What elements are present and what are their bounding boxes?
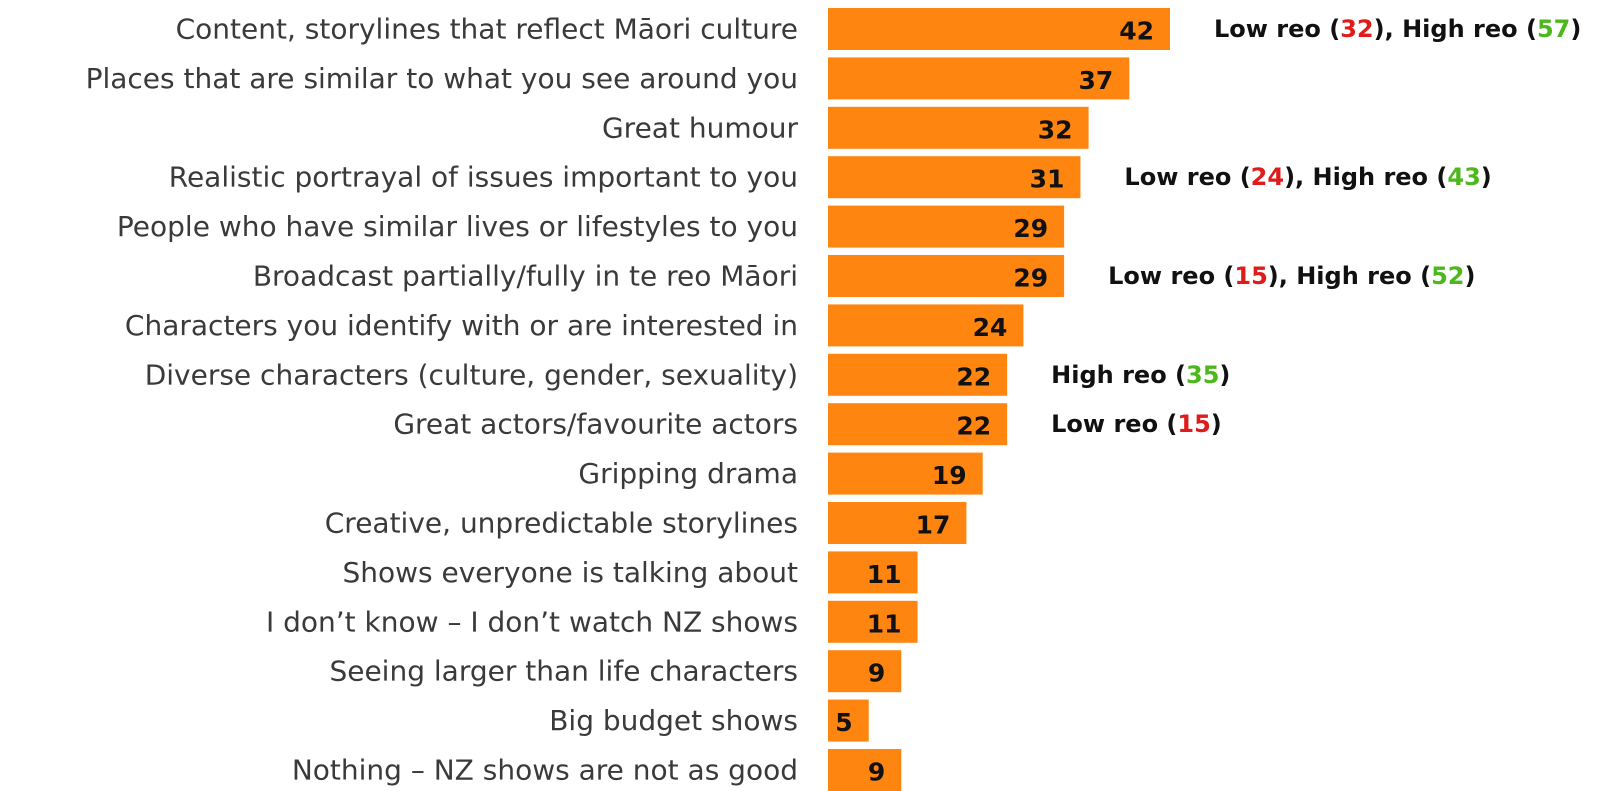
category-label: Realistic portrayal of issues important … — [169, 161, 798, 194]
reo-annotation: Low reo (15), High reo (52) — [1108, 262, 1475, 290]
high-reo-value: 35 — [1186, 361, 1219, 389]
category-label: Content, storylines that reflect Māori c… — [176, 13, 798, 46]
value-label: 9 — [868, 758, 885, 787]
reo-annotation: Low reo (24), High reo (43) — [1124, 163, 1491, 191]
low-reo-value: 32 — [1340, 15, 1373, 43]
annotation-text: ), High reo ( — [1374, 15, 1537, 43]
bar — [828, 502, 967, 544]
bar — [828, 156, 1081, 199]
category-label: Seeing larger than life characters — [329, 655, 798, 688]
annotation-text: High reo ( — [1051, 361, 1186, 389]
value-label: 22 — [956, 412, 991, 441]
annotation-text: ) — [1481, 163, 1492, 191]
annotation-text: ) — [1465, 262, 1476, 290]
high-reo-value: 52 — [1431, 262, 1464, 290]
annotation-text: Low reo ( — [1124, 163, 1250, 191]
category-label: Nothing – NZ shows are not as good — [292, 754, 798, 787]
bar — [828, 8, 1170, 50]
value-label: 5 — [835, 708, 852, 737]
annotation-text: Low reo ( — [1108, 262, 1234, 290]
value-label: 11 — [867, 560, 902, 589]
annotation-text: ) — [1219, 361, 1230, 389]
value-label: 24 — [973, 313, 1008, 342]
value-label: 29 — [1013, 214, 1048, 243]
bar — [828, 205, 1065, 248]
annotation-text: ), High reo ( — [1284, 163, 1447, 191]
annotation-text: ), High reo ( — [1268, 262, 1431, 290]
annotation-text: Low reo ( — [1214, 15, 1340, 43]
bar — [828, 304, 1024, 347]
reo-annotations: Low reo (32), High reo (57)Low reo (24),… — [1051, 15, 1581, 438]
category-label: Gripping drama — [578, 457, 798, 490]
bar — [828, 650, 902, 693]
bar — [828, 353, 1008, 396]
bar — [828, 452, 983, 495]
category-label: People who have similar lives or lifesty… — [117, 210, 798, 243]
reo-annotation: High reo (35) — [1051, 361, 1230, 389]
value-label: 17 — [916, 511, 951, 540]
bar — [828, 699, 869, 742]
category-label: Places that are similar to what you see … — [86, 62, 798, 95]
value-label: 42 — [1119, 17, 1154, 46]
category-label: Broadcast partially/fully in te reo Māor… — [253, 260, 798, 293]
low-reo-value: 24 — [1251, 163, 1284, 191]
category-label: Big budget shows — [549, 704, 798, 737]
bar — [828, 600, 918, 643]
value-label: 31 — [1030, 165, 1065, 194]
high-reo-value: 43 — [1447, 163, 1480, 191]
bar — [828, 106, 1089, 149]
reo-annotation: Low reo (15) — [1051, 410, 1222, 438]
value-label: 11 — [867, 609, 902, 638]
category-label: Shows everyone is talking about — [342, 556, 798, 589]
low-reo-value: 15 — [1177, 410, 1210, 438]
bar — [828, 749, 902, 791]
low-reo-value: 15 — [1234, 262, 1267, 290]
value-label: 37 — [1078, 66, 1113, 95]
annotation-text: Low reo ( — [1051, 410, 1177, 438]
reo-annotation: Low reo (32), High reo (57) — [1214, 15, 1581, 43]
annotation-text: ) — [1570, 15, 1581, 43]
category-labels: Content, storylines that reflect Māori c… — [86, 13, 799, 787]
category-label: Creative, unpredictable storylines — [325, 507, 798, 540]
bar — [828, 57, 1130, 100]
annotation-text: ) — [1211, 410, 1222, 438]
value-label: 32 — [1038, 115, 1073, 144]
high-reo-value: 57 — [1537, 15, 1570, 43]
value-label: 22 — [956, 362, 991, 391]
value-label: 9 — [868, 659, 885, 688]
category-label: I don’t know – I don’t watch NZ shows — [266, 605, 798, 638]
bar — [828, 551, 918, 594]
category-label: Characters you identify with or are inte… — [125, 309, 798, 342]
bar — [828, 403, 1008, 446]
category-label: Diverse characters (culture, gender, sex… — [145, 358, 798, 391]
category-label: Great actors/favourite actors — [393, 408, 798, 441]
bar — [828, 255, 1065, 297]
value-label: 19 — [932, 461, 967, 490]
category-label: Great humour — [602, 111, 799, 144]
bars — [828, 8, 1170, 791]
value-label: 29 — [1013, 264, 1048, 293]
